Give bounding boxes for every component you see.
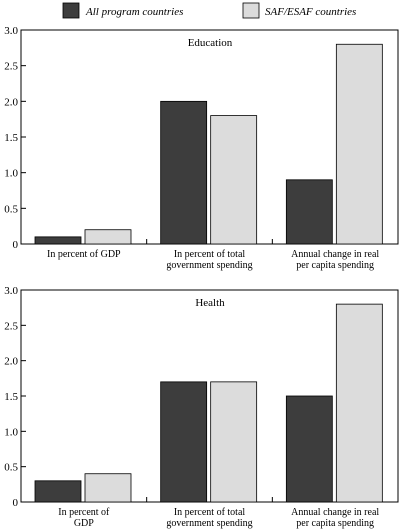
bar <box>210 381 258 503</box>
y-tick-label: 0.5 <box>4 462 18 474</box>
y-tick-label: 2.5 <box>4 61 18 73</box>
category-label: In percent of GDP <box>47 249 121 260</box>
legend: All program countries SAF/ESAF countries <box>62 2 356 19</box>
category-label: In percent of <box>58 507 110 518</box>
bar <box>160 381 208 503</box>
bar <box>84 229 132 245</box>
bar <box>335 303 383 503</box>
y-tick-label: 1.0 <box>4 426 18 438</box>
y-tick-label: 1.5 <box>4 391 18 403</box>
bar <box>34 480 82 503</box>
chart-panel-2: 0 0.5 1.0 1.5 2.0 2.5 3.0 Health In percent ofGD… <box>4 285 399 529</box>
y-tick-label: 2.0 <box>4 356 18 368</box>
category-label: per capita spending <box>296 260 374 271</box>
bar <box>34 236 82 245</box>
y-tick-label: 0 <box>13 239 19 251</box>
bar <box>335 43 383 245</box>
bar <box>84 473 132 503</box>
bar <box>285 395 333 503</box>
category-label: Annual change in real <box>291 507 379 518</box>
panel-title: Education <box>188 37 233 49</box>
legend-label-saf-esaf: SAF/ESAF countries <box>265 6 356 18</box>
category-label: In percent of total <box>174 249 246 260</box>
y-tick-label: 1.5 <box>4 132 18 144</box>
y-tick-label: 0 <box>13 497 19 509</box>
chart-panel-1: 0 0.5 1.0 1.5 2.0 2.5 3.0 Education In percent o… <box>4 25 399 271</box>
category-label: GDP <box>74 518 94 529</box>
category-label: government spending <box>166 518 252 529</box>
category-label: per capita spending <box>296 518 374 529</box>
category-label: government spending <box>166 260 252 271</box>
y-tick-label: 2.5 <box>4 320 18 332</box>
y-tick-label: 3.0 <box>4 285 18 297</box>
y-tick-label: 3.0 <box>4 25 18 37</box>
y-tick-label: 0.5 <box>4 203 18 215</box>
y-tick-label: 2.0 <box>4 96 18 108</box>
bar <box>160 100 208 245</box>
chart-panels: 0 0.5 1.0 1.5 2.0 2.5 3.0 Education In percent o… <box>4 25 399 529</box>
legend-swatch-all-program <box>62 2 80 19</box>
panel-title: Health <box>195 297 225 309</box>
category-label: Annual change in real <box>291 249 379 260</box>
bar <box>285 179 333 245</box>
legend-swatch-saf-esaf <box>242 2 260 19</box>
legend-label-all-program: All program countries <box>85 6 183 18</box>
y-tick-label: 1.0 <box>4 168 18 180</box>
bar <box>210 115 258 245</box>
category-label: In percent of total <box>174 507 246 518</box>
